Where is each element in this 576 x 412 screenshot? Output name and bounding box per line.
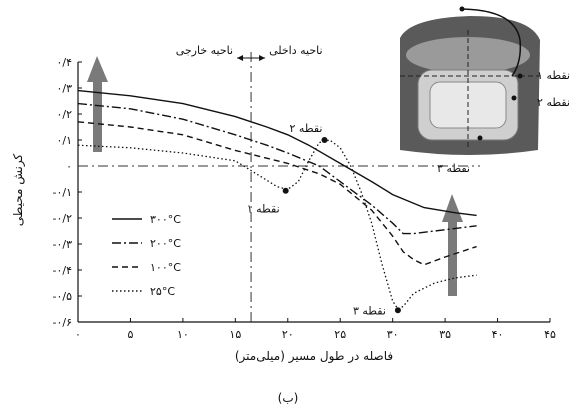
x-tick-label: ۳۰ bbox=[387, 328, 399, 341]
region-arrow-left-head bbox=[237, 55, 244, 61]
region-arrow-right-head bbox=[259, 55, 266, 61]
legend-label: ۲۵°C bbox=[150, 285, 175, 298]
x-tick-label: ۲۵ bbox=[334, 328, 346, 341]
legend-label: ۱۰۰°C bbox=[150, 261, 181, 274]
x-axis-label: فاصله در طول مسیر (میلی‌متر) bbox=[235, 349, 393, 364]
y-tick-label: ۰ bbox=[66, 160, 72, 173]
annotation-point bbox=[394, 307, 401, 314]
plot-area: ۰ ۵ ۱۰ ۱۵ ۲۰ ۲۵ ۳۰ ۳۵ ۴۰ ۴۵ ۰/۴ ۰/۳ ۰/۲ ۰/۱ ۰ -۰/۱ -۰/۲ -… bbox=[53, 44, 556, 341]
y-tick-label: -۰/۴ bbox=[53, 264, 73, 277]
legend-label: ۲۰۰°C bbox=[150, 237, 181, 250]
trend-arrow-right-head bbox=[442, 194, 463, 222]
y-tick-label: ۰/۴ bbox=[56, 56, 72, 69]
x-tick-label: ۵ bbox=[127, 328, 133, 341]
y-tick-label: -۰/۳ bbox=[53, 238, 73, 251]
inset-model-image bbox=[400, 6, 540, 155]
inset-label-point3: نقطه ۳ bbox=[437, 162, 470, 175]
y-tick-label: -۰/۲ bbox=[53, 212, 73, 225]
series-line-3 bbox=[77, 139, 477, 310]
annotation-label: نقطه ۲ bbox=[290, 122, 323, 135]
y-axis-label: کرنش محیطی bbox=[11, 154, 26, 227]
y-tick-label: ۰/۲ bbox=[56, 108, 72, 121]
series-line-1 bbox=[77, 102, 477, 235]
annotation-label: نقطه ۳ bbox=[353, 304, 386, 317]
y-tick-label: -۰/۶ bbox=[53, 316, 73, 329]
annotation-label: نقطه ۱ bbox=[247, 203, 280, 216]
y-tick-label: -۰/۱ bbox=[53, 186, 73, 199]
annotation-point bbox=[321, 137, 328, 143]
trend-arrow-right bbox=[448, 218, 457, 296]
annotation-point bbox=[282, 187, 289, 194]
x-tick-label: ۴۰ bbox=[492, 328, 504, 341]
x-tick-label: ۰ bbox=[75, 328, 81, 341]
series-line-0 bbox=[77, 89, 477, 217]
x-tick-label: ۱۵ bbox=[229, 328, 241, 341]
y-tick-label: ۰/۳ bbox=[56, 82, 72, 95]
x-tick-label: ۴۵ bbox=[544, 328, 556, 341]
y-tick-label: ۰/۱ bbox=[56, 134, 72, 147]
trend-arrow-left-head bbox=[87, 56, 108, 82]
x-tick-label: ۳۵ bbox=[439, 328, 451, 341]
series-line-2 bbox=[77, 121, 477, 266]
inset-label-point2: نقطه ۲ bbox=[537, 96, 570, 109]
x-tick-label: ۱۰ bbox=[177, 328, 189, 341]
inset-label-point1: نقطه ۱ bbox=[537, 69, 570, 82]
x-tick-label: ۲۰ bbox=[282, 328, 294, 341]
region-label-outer: ناحیه خارجی bbox=[176, 44, 233, 57]
trend-arrow-left bbox=[93, 78, 102, 152]
figure-caption: (ب) bbox=[278, 391, 299, 405]
region-label-inner: ناحیه داخلی bbox=[269, 44, 323, 57]
y-tick-label: -۰/۵ bbox=[53, 290, 73, 303]
legend-label: ۳۰۰°C bbox=[150, 213, 181, 226]
